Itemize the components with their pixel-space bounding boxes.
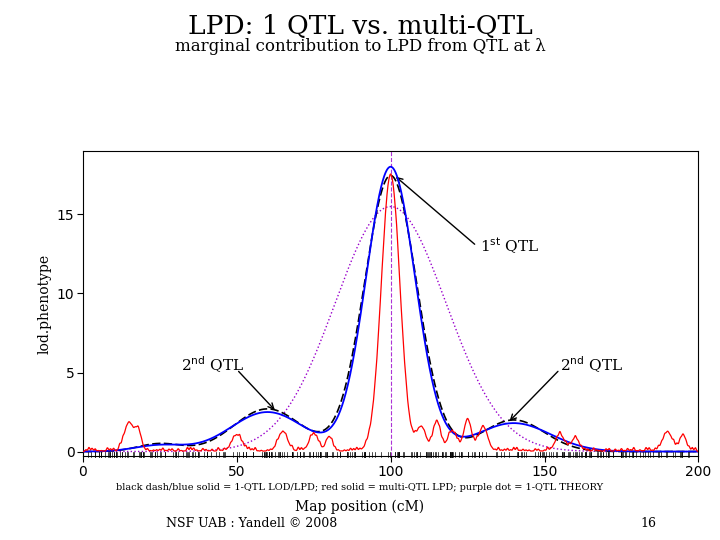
Text: 2$^{\mathrm{nd}}$ QTL: 2$^{\mathrm{nd}}$ QTL bbox=[560, 354, 623, 375]
Y-axis label: lod.phenotype: lod.phenotype bbox=[37, 254, 51, 354]
Text: LPD: 1 QTL vs. multi-QTL: LPD: 1 QTL vs. multi-QTL bbox=[188, 14, 532, 38]
Text: black dash/blue solid = 1-QTL LOD/LPD; red solid = multi-QTL LPD; purple dot = 1: black dash/blue solid = 1-QTL LOD/LPD; r… bbox=[117, 483, 603, 492]
Text: NSF UAB : Yandell © 2008: NSF UAB : Yandell © 2008 bbox=[166, 517, 338, 530]
Text: marginal contribution to LPD from QTL at λ: marginal contribution to LPD from QTL at… bbox=[175, 38, 545, 55]
Text: 1$^{\mathrm{st}}$ QTL: 1$^{\mathrm{st}}$ QTL bbox=[480, 236, 539, 256]
Text: 2$^{\mathrm{nd}}$ QTL: 2$^{\mathrm{nd}}$ QTL bbox=[181, 354, 244, 375]
Text: 16: 16 bbox=[640, 517, 656, 530]
Text: Map position (cM): Map position (cM) bbox=[295, 500, 425, 514]
